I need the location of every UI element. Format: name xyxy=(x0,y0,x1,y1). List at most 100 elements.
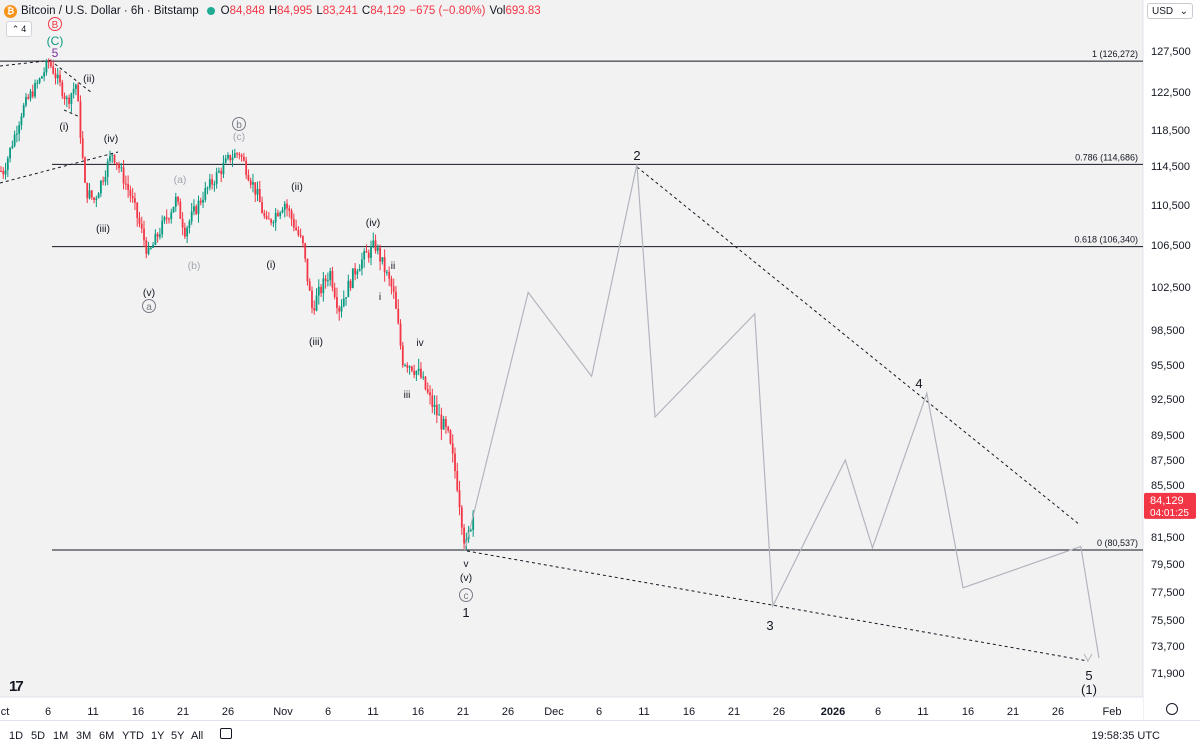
candle-body xyxy=(258,188,261,203)
candle-body xyxy=(202,199,204,203)
candle-body xyxy=(174,196,177,207)
candle-body xyxy=(449,430,452,444)
candle-body xyxy=(386,271,388,273)
candle-body xyxy=(340,306,343,312)
wave-label-a_circ: a xyxy=(146,302,152,313)
range-5d-button[interactable]: 5D xyxy=(31,730,46,742)
wave-label-v2: (v) xyxy=(460,572,472,584)
candle-body xyxy=(93,197,95,201)
candle-body xyxy=(54,73,57,79)
y-tick-label: 73,700 xyxy=(1151,641,1185,653)
candle-body xyxy=(131,196,134,199)
candle-body xyxy=(20,116,23,126)
candle-body xyxy=(460,507,463,528)
candle-body xyxy=(206,187,209,189)
utc-clock[interactable]: 19:58:35 UTC xyxy=(1091,730,1160,742)
candle-body xyxy=(172,206,175,213)
close-value: 84,129 xyxy=(370,5,406,17)
x-tick-label: 26 xyxy=(502,706,514,718)
candle-body xyxy=(154,233,157,245)
y-tick-label: 127,500 xyxy=(1151,46,1191,58)
candle-body xyxy=(181,218,184,228)
candle-body xyxy=(127,183,130,190)
candle-body xyxy=(304,243,307,259)
candle-body xyxy=(358,268,361,272)
projection-path xyxy=(464,164,1100,659)
candle-body xyxy=(349,280,352,289)
candle-body xyxy=(442,418,445,430)
range-1y-button[interactable]: 1Y xyxy=(151,730,165,742)
candle-body xyxy=(326,280,329,282)
candle-body xyxy=(193,206,195,212)
candle-body xyxy=(404,365,406,367)
calendar-icon[interactable] xyxy=(220,728,232,739)
candle-body xyxy=(122,167,125,184)
x-tick-label: 21 xyxy=(177,706,189,718)
range-ytd-button[interactable]: YTD xyxy=(122,730,144,742)
candle-body xyxy=(149,247,152,249)
candle-body xyxy=(47,61,50,63)
wave-label-w1_big: (1) xyxy=(1081,682,1097,697)
candle-body xyxy=(336,297,338,308)
wave-label-top_5: 5 xyxy=(52,46,59,60)
candle-body xyxy=(374,240,377,251)
candle-body xyxy=(338,307,341,312)
wave-label-w3: 3 xyxy=(766,618,773,633)
low-value: 83,241 xyxy=(322,5,358,17)
y-tick-label: 106,500 xyxy=(1151,240,1191,252)
candle-body xyxy=(354,268,357,275)
indicator-count: 4 xyxy=(21,24,27,34)
x-tick-label: 6 xyxy=(325,706,331,718)
candle-body xyxy=(220,170,223,175)
candle-body xyxy=(59,74,61,83)
candle-body xyxy=(431,395,434,407)
candle-body xyxy=(447,426,450,431)
candle-body xyxy=(392,286,395,292)
candle-body xyxy=(136,202,139,218)
candle-body xyxy=(263,213,266,217)
candle-body xyxy=(4,170,7,175)
symbol-title[interactable]: Bitcoin / U.S. Dollar · 6h · Bitstamp xyxy=(21,5,199,17)
trendline-lower-left xyxy=(0,151,119,184)
indicators-toggle-button[interactable]: ⌃ 4 xyxy=(6,21,32,37)
currency-select[interactable]: USD ⌄ xyxy=(1147,3,1193,19)
range-6m-button[interactable]: 6M xyxy=(99,730,115,742)
wave-label-w4: 4 xyxy=(915,376,922,391)
x-tick-label: ct xyxy=(1,706,10,718)
wave-label-iv2: (iv) xyxy=(366,217,381,229)
x-tick-label: 21 xyxy=(728,706,740,718)
candle-body xyxy=(463,527,465,544)
wave-label-iv1: (iv) xyxy=(104,133,119,145)
candle-body xyxy=(56,74,59,79)
candle-body xyxy=(79,101,82,139)
candle-body xyxy=(102,180,105,182)
x-tick-label: 26 xyxy=(1052,706,1064,718)
candle-body xyxy=(426,389,429,393)
candle-body xyxy=(365,251,368,253)
range-all-button[interactable]: All xyxy=(191,730,204,742)
candle-body xyxy=(129,189,132,197)
wave-label-ii_small: ii xyxy=(391,261,395,272)
candle-body xyxy=(188,221,191,228)
x-tick-label: 16 xyxy=(962,706,974,718)
candle-body xyxy=(367,252,370,258)
candle-body xyxy=(383,257,386,273)
wave-label-i1: (i) xyxy=(59,121,68,133)
tradingview-logo-icon[interactable]: 17 xyxy=(9,678,24,695)
candle-body xyxy=(68,97,70,104)
candle-body xyxy=(86,182,89,199)
candle-body xyxy=(440,414,443,430)
candle-body xyxy=(376,247,379,251)
fib-level-label: 0 (80,537) xyxy=(1097,538,1138,548)
candle-body xyxy=(279,212,282,217)
range-1d-button[interactable]: 1D xyxy=(9,730,24,742)
range-5y-button[interactable]: 5Y xyxy=(171,730,185,742)
range-1m-button[interactable]: 1M xyxy=(53,730,69,742)
wave-label-c_paren: (c) xyxy=(233,131,245,143)
x-tick-label: 26 xyxy=(773,706,785,718)
range-3m-button[interactable]: 3M xyxy=(76,730,92,742)
last-price-tag xyxy=(1144,492,1196,519)
gear-icon[interactable] xyxy=(1166,703,1178,715)
